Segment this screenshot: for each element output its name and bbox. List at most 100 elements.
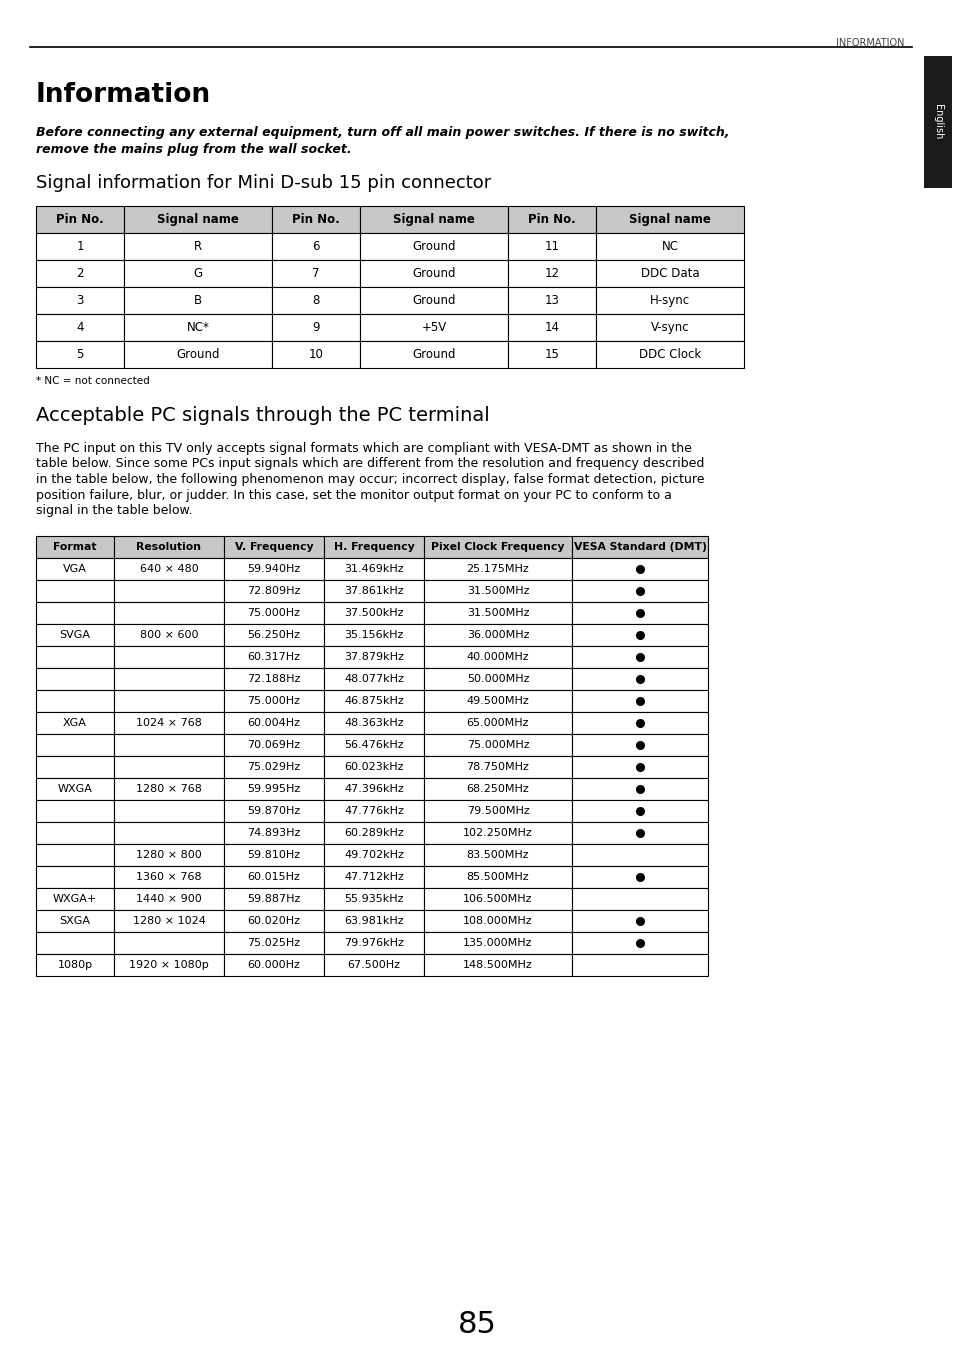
Bar bbox=[572, 711, 707, 734]
Bar bbox=[224, 668, 324, 690]
Text: 8: 8 bbox=[312, 293, 319, 307]
Bar bbox=[272, 233, 359, 260]
Text: 60.023kHz: 60.023kHz bbox=[344, 761, 403, 772]
Text: 6: 6 bbox=[312, 241, 319, 253]
Bar bbox=[596, 206, 743, 233]
Bar bbox=[113, 690, 224, 711]
Bar bbox=[113, 844, 224, 865]
Text: 72.809Hz: 72.809Hz bbox=[247, 585, 300, 595]
Bar bbox=[36, 668, 113, 690]
Bar bbox=[572, 865, 707, 887]
Text: G: G bbox=[193, 266, 202, 280]
Bar bbox=[324, 645, 423, 668]
Text: 40.000MHz: 40.000MHz bbox=[466, 652, 529, 661]
Bar bbox=[423, 756, 572, 777]
Text: 68.250MHz: 68.250MHz bbox=[466, 784, 529, 794]
Bar bbox=[113, 580, 224, 602]
Bar bbox=[36, 602, 113, 623]
Bar bbox=[113, 777, 224, 799]
Text: 59.870Hz: 59.870Hz bbox=[247, 806, 300, 815]
Text: 47.396kHz: 47.396kHz bbox=[344, 784, 403, 794]
Text: 59.810Hz: 59.810Hz bbox=[247, 849, 300, 860]
Bar bbox=[224, 602, 324, 623]
Bar bbox=[423, 580, 572, 602]
Bar bbox=[507, 206, 596, 233]
Text: remove the mains plug from the wall socket.: remove the mains plug from the wall sock… bbox=[36, 143, 352, 155]
Text: 60.289kHz: 60.289kHz bbox=[344, 827, 403, 837]
Text: 1280 × 1024: 1280 × 1024 bbox=[132, 915, 205, 926]
Bar bbox=[224, 734, 324, 756]
Bar bbox=[272, 341, 359, 368]
Bar bbox=[224, 932, 324, 953]
Text: 78.750MHz: 78.750MHz bbox=[466, 761, 529, 772]
Text: INFORMATION: INFORMATION bbox=[836, 38, 904, 49]
Text: 2: 2 bbox=[76, 266, 84, 280]
Text: 47.712kHz: 47.712kHz bbox=[344, 872, 403, 882]
Bar bbox=[572, 668, 707, 690]
Bar bbox=[36, 341, 124, 368]
Bar bbox=[423, 668, 572, 690]
Bar bbox=[572, 557, 707, 580]
Bar bbox=[124, 233, 272, 260]
Text: 15: 15 bbox=[544, 347, 558, 361]
Text: 49.500MHz: 49.500MHz bbox=[466, 695, 529, 706]
Text: 14: 14 bbox=[544, 320, 558, 334]
Text: 102.250MHz: 102.250MHz bbox=[462, 827, 533, 837]
Bar bbox=[324, 887, 423, 910]
Text: Ground: Ground bbox=[412, 241, 456, 253]
Bar bbox=[324, 844, 423, 865]
Text: 75.000Hz: 75.000Hz bbox=[247, 607, 300, 618]
Text: 10: 10 bbox=[308, 347, 323, 361]
Text: 1: 1 bbox=[76, 241, 84, 253]
Bar bbox=[596, 233, 743, 260]
Bar bbox=[36, 799, 113, 822]
Bar bbox=[423, 711, 572, 734]
Bar bbox=[36, 690, 113, 711]
Bar bbox=[224, 865, 324, 887]
Bar bbox=[324, 910, 423, 932]
Text: in the table below, the following phenomenon may occur; incorrect display, false: in the table below, the following phenom… bbox=[36, 473, 703, 485]
Text: NC*: NC* bbox=[187, 320, 210, 334]
Bar bbox=[324, 623, 423, 645]
Bar bbox=[224, 690, 324, 711]
Bar bbox=[113, 557, 224, 580]
Bar bbox=[124, 206, 272, 233]
Bar bbox=[36, 865, 113, 887]
Bar bbox=[423, 602, 572, 623]
Text: VGA: VGA bbox=[63, 564, 87, 573]
Bar bbox=[507, 341, 596, 368]
Bar bbox=[507, 287, 596, 314]
Bar bbox=[596, 287, 743, 314]
Text: SXGA: SXGA bbox=[59, 915, 91, 926]
Text: * NC = not connected: * NC = not connected bbox=[36, 376, 150, 387]
Bar bbox=[324, 668, 423, 690]
Bar bbox=[572, 580, 707, 602]
Text: 135.000MHz: 135.000MHz bbox=[463, 937, 532, 948]
Bar bbox=[359, 233, 507, 260]
Bar bbox=[572, 777, 707, 799]
Text: Signal name: Signal name bbox=[393, 214, 475, 226]
Bar bbox=[36, 777, 113, 799]
Text: 9: 9 bbox=[312, 320, 319, 334]
Text: Before connecting any external equipment, turn off all main power switches. If t: Before connecting any external equipment… bbox=[36, 126, 729, 139]
Text: R: R bbox=[193, 241, 202, 253]
Text: 49.702kHz: 49.702kHz bbox=[344, 849, 403, 860]
Bar bbox=[324, 690, 423, 711]
Bar bbox=[113, 711, 224, 734]
Bar bbox=[324, 799, 423, 822]
Bar bbox=[113, 602, 224, 623]
Text: 60.317Hz: 60.317Hz bbox=[247, 652, 300, 661]
Bar bbox=[359, 314, 507, 341]
Bar bbox=[36, 260, 124, 287]
Text: Ground: Ground bbox=[412, 266, 456, 280]
Text: Ground: Ground bbox=[412, 347, 456, 361]
Bar bbox=[124, 260, 272, 287]
Bar bbox=[572, 887, 707, 910]
Bar bbox=[113, 734, 224, 756]
Bar bbox=[596, 341, 743, 368]
Text: Format: Format bbox=[53, 542, 96, 552]
Text: 63.981kHz: 63.981kHz bbox=[344, 915, 403, 926]
Text: 108.000MHz: 108.000MHz bbox=[463, 915, 533, 926]
Bar bbox=[423, 799, 572, 822]
Text: 85.500MHz: 85.500MHz bbox=[466, 872, 529, 882]
